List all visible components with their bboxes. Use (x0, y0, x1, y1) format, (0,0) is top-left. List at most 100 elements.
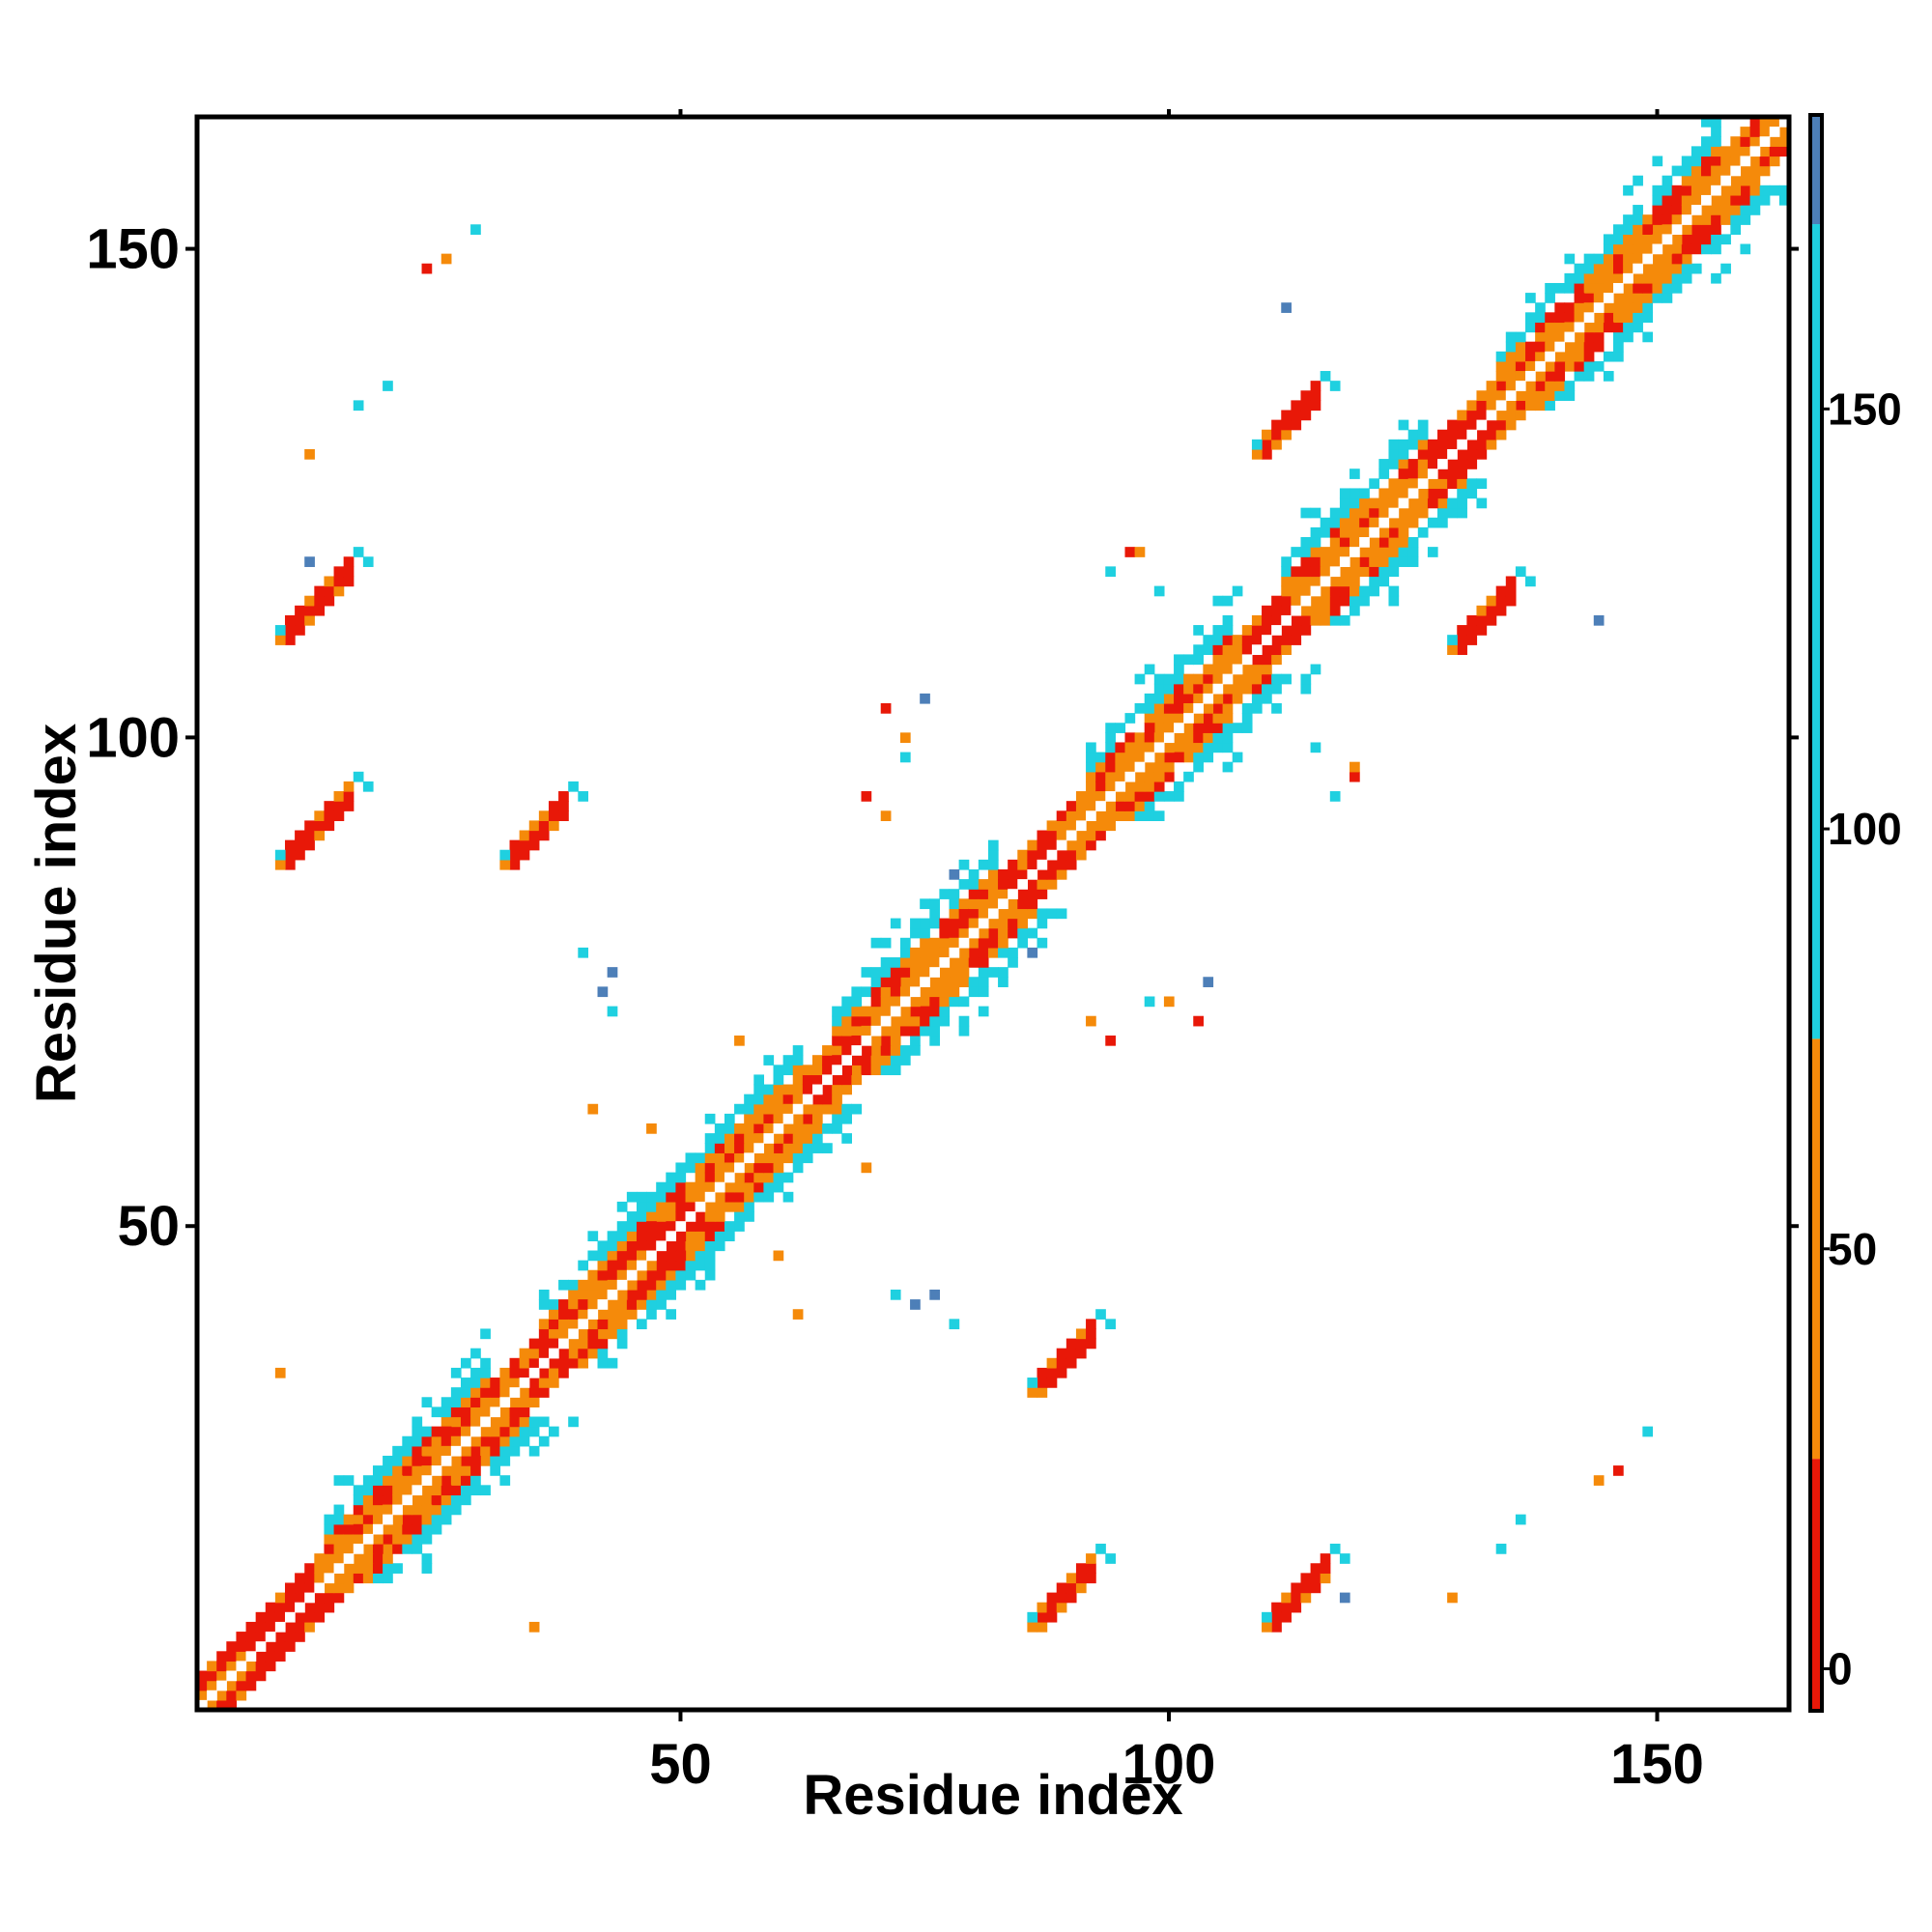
heatmap-cell (499, 859, 511, 870)
heatmap-cell (822, 1084, 833, 1095)
heatmap-cell (1212, 635, 1224, 645)
heatmap-cell (1008, 918, 1018, 929)
heatmap-cell (802, 1074, 813, 1086)
heatmap-cell (1310, 595, 1321, 607)
heatmap-cell (890, 918, 901, 929)
heatmap-cell (1105, 732, 1116, 744)
heatmap-cell (1300, 1582, 1312, 1594)
heatmap-cell (1398, 547, 1409, 557)
diagonal-cell (1457, 439, 1467, 450)
heatmap-cell (450, 1416, 462, 1428)
heatmap-cell (1417, 507, 1429, 519)
heatmap-cell (490, 1378, 501, 1388)
heatmap-cell (685, 1231, 696, 1242)
heatmap-cell (1163, 683, 1175, 695)
heatmap-cell (1320, 595, 1331, 607)
heatmap-cell (1505, 371, 1517, 382)
heatmap-cell (734, 1103, 745, 1115)
heatmap-cell (1378, 537, 1390, 548)
heatmap-cell (1554, 360, 1566, 372)
heatmap-cell (1262, 673, 1272, 685)
heatmap-cell (1350, 537, 1360, 548)
heatmap-cell (597, 1260, 609, 1271)
heatmap-cell (773, 1103, 784, 1115)
diagonal-cell (1662, 234, 1673, 245)
heatmap-cell (958, 967, 970, 978)
heatmap-cell (1065, 820, 1077, 832)
heatmap-cell (1008, 898, 1018, 910)
heatmap-cell (695, 1240, 706, 1252)
heatmap-cell (372, 1475, 384, 1486)
heatmap-cell (1281, 673, 1292, 685)
heatmap-cell (1262, 439, 1272, 450)
heatmap-cell (1749, 194, 1761, 206)
heatmap-cell (1769, 136, 1780, 147)
heatmap-cell (480, 1455, 491, 1466)
heatmap-cell (1417, 448, 1429, 460)
heatmap-cell (987, 898, 999, 910)
diagonal-cell (1535, 360, 1546, 372)
heatmap-cell (353, 1523, 364, 1535)
diagonal-cell (1095, 801, 1106, 811)
heatmap-cell (578, 1260, 589, 1271)
heatmap-cell (480, 1387, 491, 1398)
heatmap-cell (470, 1348, 481, 1359)
colorbar-tick-label: 100 (1828, 804, 1902, 854)
heatmap-cell (890, 986, 901, 998)
heatmap-cell (1163, 791, 1175, 802)
heatmap-cell (782, 1084, 794, 1095)
heatmap-cell (1730, 146, 1742, 157)
heatmap-cell (1583, 263, 1595, 274)
heatmap-cell (998, 927, 1009, 939)
heatmap-cell (1203, 664, 1214, 675)
heatmap-cell (1320, 1563, 1331, 1574)
heatmap-cell (1486, 439, 1497, 450)
heatmap-cell (421, 1563, 433, 1574)
heatmap-cell (880, 1055, 892, 1065)
diagonal-cell (607, 1289, 618, 1300)
heatmap-cell (1008, 927, 1018, 939)
heatmap-cell (1075, 810, 1087, 821)
colorbar-tick-label: 150 (1828, 384, 1902, 434)
heatmap-cell (1633, 293, 1643, 303)
heatmap-cell (626, 1211, 638, 1222)
heatmap-cell (343, 1514, 355, 1525)
heatmap-cell (1320, 1573, 1331, 1584)
heatmap-cell (1281, 566, 1292, 578)
heatmap-cell (958, 927, 970, 939)
heatmap-cell (753, 1094, 764, 1105)
heatmap-cell (1505, 585, 1517, 597)
heatmap-cell (402, 1523, 413, 1535)
heatmap-cell (1369, 576, 1379, 587)
heatmap-cell (431, 1485, 442, 1496)
heatmap-cell (597, 1240, 609, 1252)
heatmap-cell (333, 1592, 345, 1604)
heatmap-cell (490, 1416, 501, 1428)
heatmap-cell (490, 1435, 501, 1447)
heatmap-cell (1144, 791, 1155, 802)
heatmap-cell (1535, 322, 1546, 333)
heatmap-cell (470, 1465, 481, 1476)
heatmap-cell (1633, 243, 1643, 255)
heatmap-cell (811, 1133, 823, 1144)
heatmap-cell (1457, 419, 1467, 431)
heatmap-cell (1574, 360, 1585, 372)
heatmap-cell (245, 1621, 257, 1633)
heatmap-cell (480, 1445, 491, 1457)
heatmap-cell (1339, 537, 1350, 548)
heatmap-cell (528, 1378, 540, 1388)
heatmap-cell (1310, 381, 1321, 391)
heatmap-cell (675, 1191, 687, 1203)
heatmap-cell (460, 1455, 471, 1466)
heatmap-cell (607, 1279, 618, 1291)
heatmap-cell (1037, 1387, 1048, 1398)
heatmap-cell (675, 1201, 687, 1212)
heatmap-cell (987, 868, 999, 880)
heatmap-cell (1193, 723, 1204, 733)
heatmap-cell (383, 1465, 393, 1476)
heatmap-cell (1183, 742, 1194, 753)
heatmap-cell (841, 1025, 852, 1037)
heatmap-cell (568, 1357, 579, 1369)
